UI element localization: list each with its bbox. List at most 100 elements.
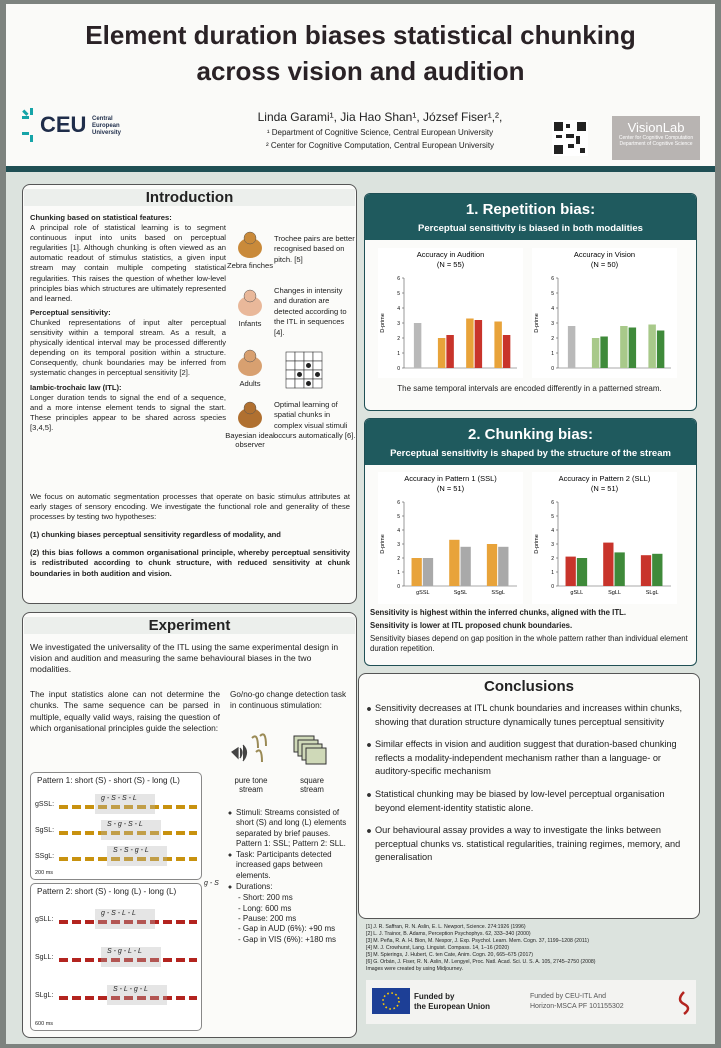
intro-figures: Zebra finches Trochee pairs are better re…	[225, 230, 356, 470]
bullet: Stimuli: Streams consisted of short (S) …	[228, 808, 354, 850]
bullet: Task: Participants detected increased ga…	[228, 850, 354, 882]
grid-cell	[312, 360, 323, 371]
y-axis-label: D-prime	[380, 534, 386, 554]
grid-cell	[312, 378, 323, 389]
y-tick-label: 3	[397, 321, 400, 327]
section-heading: Introduction	[24, 189, 355, 206]
duration: - Gap in AUD (6%): +90 ms	[238, 924, 336, 934]
pattern-title: Pattern 1: short (S) - short (S) - long …	[37, 776, 180, 785]
stream-icons	[231, 733, 327, 765]
bar	[565, 556, 576, 586]
chunk-highlight	[95, 794, 155, 814]
figure-text: Trochee pairs are better recognised base…	[274, 234, 355, 264]
row-parse: S - g - L - L	[107, 948, 142, 955]
icon-shape	[238, 408, 262, 428]
bullet: Durations:	[228, 882, 354, 893]
text: Funded by	[414, 992, 455, 1001]
task-text: Go/no-go change detection task in contin…	[230, 690, 347, 710]
conclusion-list: Sensitivity decreases at ITL chunk bound…	[366, 702, 692, 874]
row-label: SLgL:	[35, 992, 54, 999]
y-axis-label: D-prime	[380, 313, 386, 333]
scale-label: 200 ms	[35, 870, 54, 876]
subheading: Chunking based on statistical features:	[30, 213, 172, 222]
bar	[656, 330, 665, 368]
bar	[620, 326, 628, 368]
chunking-header: 2. Chunking bias: Perceptual sensitivity…	[365, 419, 696, 465]
reference: [3] M. Peña, R. A. H. Bion, M. Nespor, J…	[366, 938, 589, 944]
grid-cell	[303, 351, 314, 362]
caption: Sensitivity biases depend on gap positio…	[370, 634, 688, 653]
y-tick-label: 1	[551, 351, 554, 357]
y-tick-label: 6	[397, 276, 400, 282]
stream-label: pure tone stream	[234, 776, 268, 794]
row-parse: g - S - L - L	[101, 910, 136, 917]
duration: - Short: 200 ms	[238, 893, 293, 903]
grid-cell	[294, 378, 305, 389]
bar	[411, 558, 422, 586]
row-parse: S - S - g - L	[113, 847, 149, 854]
dash-line	[59, 857, 197, 861]
reference: [4] M. J. Crowhurst, Lang. Linguist. Com…	[366, 945, 510, 951]
experiment-intro: We investigated the universality of the …	[30, 642, 339, 674]
icon-shape	[238, 356, 262, 376]
conclusion: Our behavioural assay provides a way to …	[366, 824, 692, 865]
paragraph: Chunked representations of input alter p…	[30, 317, 226, 378]
y-tick-label: 6	[551, 500, 554, 506]
y-tick-label: 3	[397, 542, 400, 548]
bar	[603, 542, 614, 586]
lab-logo: VisionLab Center for Cognitive Computati…	[612, 116, 700, 160]
figure-label: Adults	[239, 379, 261, 388]
chart-title: Accuracy in Audition	[417, 250, 485, 259]
duration: - Long: 600 ms	[238, 903, 292, 913]
bar	[567, 326, 576, 368]
grant: Funded by CEU-ITL And Horizon-MSCA PF 101…	[530, 992, 624, 1012]
y-axis-label: D-prime	[534, 534, 540, 554]
pattern-box: Pattern 2: short (S) - long (L) - long (…	[30, 883, 202, 1031]
text: the European Union	[414, 1002, 490, 1011]
reference: [1] J. R. Saffran, R. N. Aslin, E. L. Ne…	[366, 924, 526, 930]
logo-text: CEU	[40, 112, 87, 137]
y-tick-label: 0	[397, 584, 400, 590]
bar	[628, 327, 637, 368]
x-tick-label: SgSL	[454, 590, 467, 596]
dash-line	[59, 996, 197, 1000]
section-heading: Conclusions	[483, 678, 574, 695]
row-label: SSgL:	[35, 853, 55, 860]
authors: Linda Garami¹, Jia Hao Shan¹, József Fis…	[257, 110, 503, 124]
bar	[640, 555, 652, 586]
text: Horizon-MSCA PF 101155302	[530, 1003, 624, 1010]
side-label: g - S	[204, 880, 219, 887]
captions: Sensitivity is highest within the inferr…	[370, 608, 690, 657]
y-tick-label: 0	[551, 366, 554, 372]
y-tick-label: 1	[397, 570, 400, 576]
grid-cell	[294, 360, 305, 371]
bar	[648, 324, 656, 368]
chart: Accuracy in Audition(N = 55) D-prime 0 1 2 3 4…	[378, 248, 523, 378]
y-tick-label: 4	[551, 306, 554, 312]
chart-n: (N = 51)	[437, 484, 465, 493]
introduction-box	[22, 184, 357, 604]
y-tick-label: 4	[551, 528, 554, 534]
row-label: gSLL:	[35, 916, 54, 923]
bar	[449, 539, 460, 586]
y-tick-label: 5	[551, 514, 554, 520]
text: Funded by CEU-ITL And	[530, 993, 607, 1000]
grid-cell	[285, 369, 296, 380]
y-tick-label: 0	[551, 584, 554, 590]
chart: Accuracy in Pattern 2 (SLL)(N = 51) D-pri…	[532, 472, 677, 604]
paragraph: A principal role of statistical learning…	[30, 223, 226, 303]
bar	[591, 338, 600, 368]
caption: Sensitivity is highest within the inferr…	[370, 608, 627, 617]
icon-shape	[243, 349, 257, 363]
chart-title: Accuracy in Vision	[574, 250, 635, 259]
chart-title: Accuracy in Pattern 2 (SLL)	[559, 474, 651, 483]
section-subtitle: Perceptual sensitivity is biased in both…	[418, 223, 643, 234]
section-heading: 1. Repetition bias:	[465, 201, 596, 218]
ornament	[678, 991, 690, 1015]
experiment-problem: The input statistics alone can not deter…	[30, 689, 220, 734]
chunk-highlight	[101, 820, 161, 840]
bar	[502, 335, 511, 368]
reference: [5] M. Spierings, J. Hubert, C. ten Cate…	[366, 952, 533, 958]
logo-mark	[22, 108, 33, 142]
